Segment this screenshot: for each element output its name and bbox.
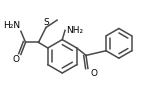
Text: S: S — [43, 18, 49, 27]
Text: O: O — [12, 55, 19, 64]
Text: H₂N: H₂N — [3, 21, 20, 30]
Text: NH₂: NH₂ — [66, 26, 83, 35]
Text: O: O — [91, 69, 98, 78]
